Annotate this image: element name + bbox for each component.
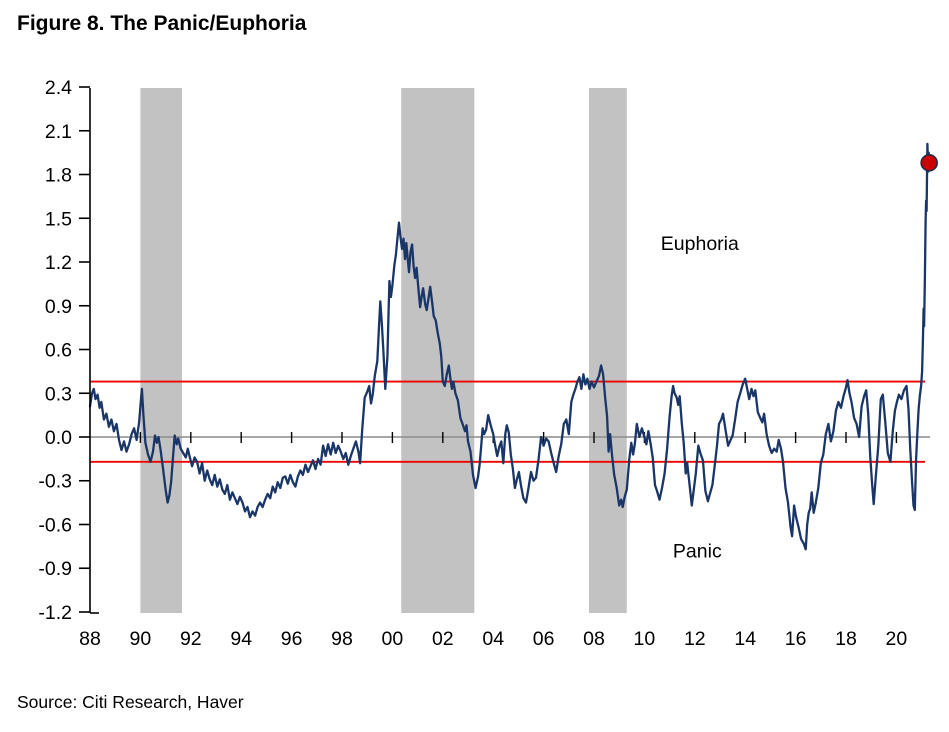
x-tick-label-10: 10 [634,628,656,650]
x-tick-label-96: 96 [281,628,303,650]
series-line [88,142,931,551]
x-tick-label-16: 16 [785,628,807,650]
y-tick-label-0.3: 0.3 [45,383,72,405]
recession-band-0 [140,88,182,613]
annotation-panic: Panic [673,541,722,563]
x-tick-label-18: 18 [835,628,857,650]
y-tick-label-0.0: 0.0 [45,427,72,449]
y-tick-label-1.8: 1.8 [45,165,72,187]
y-tick-label--0.6: -0.6 [38,514,72,536]
x-tick-label-14: 14 [734,628,756,650]
y-tick-label--1.2: -1.2 [38,602,72,624]
y-tick-label--0.9: -0.9 [38,558,72,580]
y-tick-label-1.2: 1.2 [45,252,72,274]
recession-band-1 [401,88,475,613]
y-tick-label--0.3: -0.3 [38,471,72,493]
x-tick-label-04: 04 [482,628,504,650]
x-tick-label-94: 94 [230,628,252,650]
y-tick-label-2.1: 2.1 [45,121,72,143]
x-tick-label-02: 02 [432,628,454,650]
x-tick-label-12: 12 [684,628,706,650]
recession-band-2 [588,88,627,613]
latest-value-marker [920,154,938,172]
x-tick-label-90: 90 [130,628,152,650]
annotation-euphoria: Euphoria [661,233,739,255]
y-tick-label-0.9: 0.9 [45,296,72,318]
y-tick-label-2.4: 2.4 [45,77,72,99]
y-tick-label-0.6: 0.6 [45,340,72,362]
x-tick-label-92: 92 [180,628,202,650]
figure-title: Figure 8. The Panic/Euphoria [17,12,307,35]
x-tick-label-08: 08 [583,628,605,650]
x-tick-label-98: 98 [331,628,353,650]
y-tick-label-1.5: 1.5 [45,208,72,230]
source-note: Source: Citi Research, Haver [17,692,244,712]
x-tick-label-06: 06 [533,628,555,650]
x-tick-label-00: 00 [382,628,404,650]
x-tick-label-20: 20 [886,628,908,650]
x-tick-label-88: 88 [79,628,101,650]
